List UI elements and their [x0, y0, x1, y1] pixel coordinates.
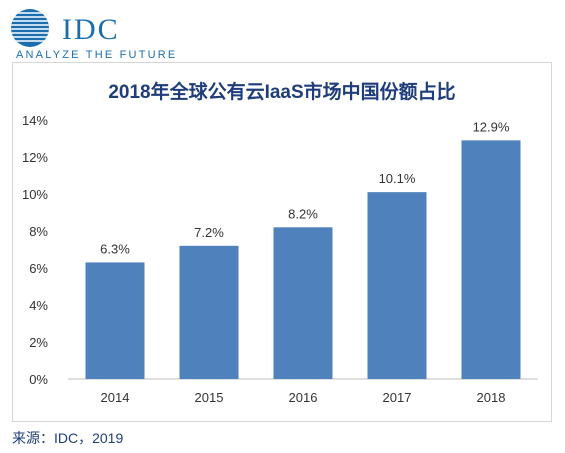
- y-tick-label: 14%: [22, 113, 48, 128]
- bar: [85, 262, 145, 379]
- y-tick-label: 8%: [29, 224, 48, 239]
- y-tick-label: 4%: [29, 298, 48, 313]
- x-tick-label: 2017: [383, 390, 412, 405]
- x-tick-label: 2016: [289, 390, 318, 405]
- data-label: 6.3%: [100, 241, 130, 256]
- x-tick-label: 2018: [477, 390, 506, 405]
- chart-panel: 2018年全球公有云IaaS市场中国份额占比 0% 2% 4% 6% 8% 10% 12% 1…: [12, 62, 552, 422]
- bar: [367, 192, 427, 379]
- x-tick-label: 2014: [101, 390, 130, 405]
- idc-globe-icon: [11, 9, 49, 47]
- x-tick-label: 2015: [195, 390, 224, 405]
- source-note: 来源：IDC，2019: [12, 430, 124, 446]
- data-label: 10.1%: [379, 171, 416, 186]
- bar: [273, 227, 333, 379]
- y-tick-label: 12%: [22, 150, 48, 165]
- y-tick-label: 2%: [29, 335, 48, 350]
- data-label: 8.2%: [288, 206, 318, 221]
- chart-title: 2018年全球公有云IaaS市场中国份额占比: [108, 82, 456, 103]
- bar: [179, 245, 239, 379]
- bar-chart: 0% 2% 4% 6% 8% 10% 12% 14% 6.3% 2014 7.2% 2015 8.2% 2…: [22, 113, 538, 405]
- idc-tagline: ANALYZE THE FUTURE: [16, 49, 178, 61]
- data-label: 7.2%: [194, 225, 224, 240]
- data-label: 12.9%: [473, 119, 510, 134]
- y-tick-label: 6%: [29, 261, 48, 276]
- idc-brand-text: IDC: [62, 13, 120, 46]
- y-tick-label: 10%: [22, 187, 48, 202]
- bar: [461, 140, 521, 379]
- y-tick-label: 0%: [29, 372, 48, 387]
- idc-logo: IDC ANALYZE THE FUTURE: [8, 6, 208, 61]
